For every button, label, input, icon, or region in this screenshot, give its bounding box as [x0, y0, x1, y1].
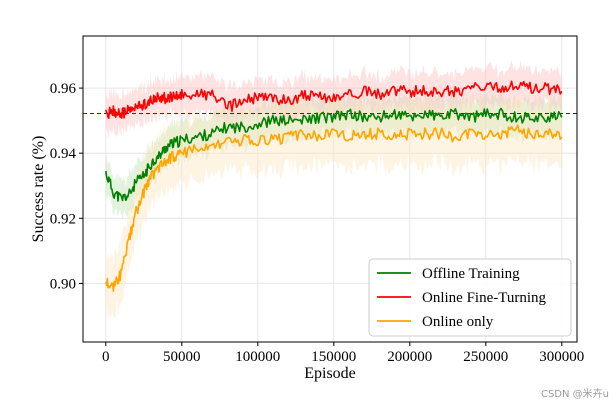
x-tick-label: 150000	[311, 349, 356, 365]
legend-label: Online only	[422, 314, 494, 330]
legend-label: Offline Training	[422, 266, 520, 282]
legend-label: Online Fine-Turning	[422, 290, 547, 306]
series-line-2	[105, 124, 563, 292]
y-tick-label: 0.90	[50, 276, 76, 292]
x-tick-label: 0	[102, 349, 110, 365]
x-tick-label: 300000	[539, 349, 584, 365]
confidence-band-2	[105, 92, 562, 321]
series-line-1	[105, 80, 563, 119]
legend-items: Offline Training Online Fine-Turning Onlin…	[377, 266, 547, 330]
watermark-text: CSDN @米卉u	[541, 387, 609, 400]
legend: Offline Training Online Fine-Turning Onlin…	[368, 258, 572, 337]
y-tick-label: 0.92	[50, 211, 76, 227]
x-tick-label: 100000	[235, 349, 280, 365]
x-tick-label: 250000	[463, 349, 508, 365]
plot-area-frame	[82, 35, 578, 343]
legend-box	[368, 258, 572, 337]
y-tick-label: 0.96	[50, 81, 77, 97]
confidence-bands	[105, 60, 562, 321]
y-axis-ticks: 0.90 0.92 0.94 0.96	[50, 81, 83, 292]
x-tick-label: 200000	[387, 349, 432, 365]
series-lines	[105, 80, 563, 292]
y-tick-label: 0.94	[50, 146, 77, 162]
y-axis-label: Success rate (%)	[30, 136, 47, 243]
x-tick-label: 50000	[163, 349, 201, 365]
series-line-0	[105, 107, 563, 202]
confidence-band-1	[105, 60, 562, 139]
x-axis-ticks: 0 50000 100000 150000 200000 250000 300000	[102, 342, 584, 365]
confidence-band-0	[105, 88, 562, 221]
x-axis-label: Episode	[304, 365, 356, 382]
